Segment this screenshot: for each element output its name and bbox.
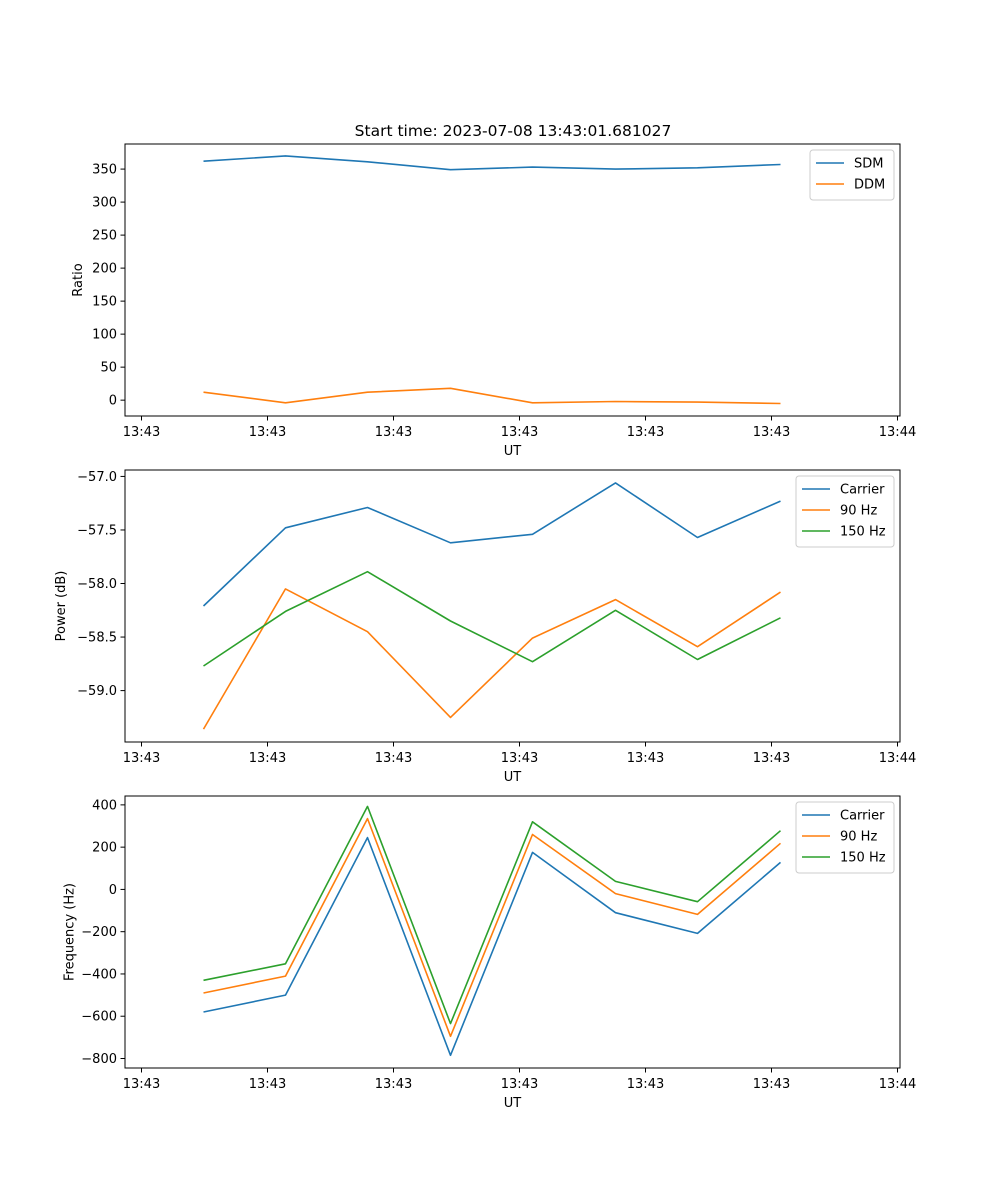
ratio-y-tick-label: 150 (92, 295, 117, 310)
power-legend-label: 90 Hz (840, 504, 877, 519)
frequency-y-tick-label: 0 (109, 883, 117, 898)
frequency-series-line-carrier (203, 836, 782, 1057)
power-x-tick-label: 13:43 (249, 751, 286, 766)
power-series-line-150-hz (203, 570, 781, 667)
frequency-legend: Carrier 90 Hz 150 Hz (795, 801, 895, 874)
frequency-y-tick-label: −200 (81, 925, 117, 940)
power-legend-label: 150 Hz (840, 525, 886, 540)
power-y-tick-label: −58.5 (77, 631, 117, 646)
power-series-line-90-hz (202, 588, 781, 730)
ratio-x-tick-label: 13:43 (753, 425, 790, 440)
ratio-x-tick-label: 13:43 (501, 425, 538, 440)
ratio-y-tick-label: 50 (100, 361, 117, 376)
ratio-legend: SDM DDM (809, 149, 895, 201)
frequency-axes-frame (124, 795, 901, 1069)
ratio-series-line-ddm (203, 387, 781, 405)
power-x-tick-label: 13:43 (627, 751, 664, 766)
frequency-x-tick-label: 13:43 (501, 1077, 538, 1092)
ratio-y-tick-label: 300 (92, 196, 117, 211)
frequency-x-tick-label: 13:44 (879, 1077, 916, 1092)
ratio-y-tick-label: 350 (92, 163, 117, 178)
power-x-tick-label: 13:43 (753, 751, 790, 766)
frequency-x-tick-label: 13:43 (627, 1077, 664, 1092)
power-x-tick-label: 13:44 (879, 751, 916, 766)
frequency-legend-label: 150 Hz (840, 851, 886, 866)
ratio-y-tick-label: 100 (92, 328, 117, 343)
ratio-axes-frame (124, 143, 901, 417)
frequency-series-line-150-hz (203, 805, 782, 1025)
ratio-x-tick-label: 13:44 (879, 425, 916, 440)
ratio-x-axis-label: UT (504, 444, 522, 459)
ratio-x-tick-label: 13:43 (375, 425, 412, 440)
power-legend-box (795, 475, 895, 548)
ratio-y-tick-label: 200 (92, 262, 117, 277)
power-y-tick-label: −58.0 (77, 577, 117, 592)
power-axes-frame (124, 469, 901, 743)
frequency-x-tick-label: 13:43 (123, 1077, 160, 1092)
frequency-y-tick-label: 400 (92, 798, 117, 813)
frequency-legend-box (795, 801, 895, 874)
power-y-axis-label: Power (dB) (54, 571, 69, 642)
frequency-y-tick-label: −400 (81, 967, 117, 982)
power-legend-label: Carrier (840, 483, 885, 498)
frequency-legend-label: Carrier (840, 809, 885, 824)
power-legend: Carrier 90 Hz 150 Hz (795, 475, 895, 548)
ratio-y-tick-label: 0 (109, 394, 117, 409)
power-y-tick-label: −57.0 (77, 470, 117, 485)
power-x-axis-label: UT (504, 770, 522, 785)
frequency-series-line-90-hz (203, 817, 782, 1038)
power-y-tick-label: −59.0 (77, 684, 117, 699)
ratio-legend-label: SDM (854, 157, 883, 172)
power-x-tick-label: 13:43 (501, 751, 538, 766)
frequency-x-tick-label: 13:43 (753, 1077, 790, 1092)
ratio-y-axis-label: Ratio (71, 263, 86, 296)
ratio-series-line-sdm (203, 155, 781, 171)
power-y-tick-label: −57.5 (77, 523, 117, 538)
power-series-line-carrier (202, 482, 781, 607)
frequency-y-axis-label: Frequency (Hz) (62, 883, 77, 981)
frequency-y-tick-label: −600 (81, 1010, 117, 1025)
frequency-x-tick-label: 13:43 (375, 1077, 412, 1092)
figure-title: Start time: 2023-07-08 13:43:01.681027 (355, 122, 672, 140)
ratio-x-tick-label: 13:43 (123, 425, 160, 440)
frequency-panel: 13:43 13:43 13:43 13:43 13:43 13:43 13:44 −800 −… (62, 795, 916, 1111)
power-x-tick-label: 13:43 (375, 751, 412, 766)
frequency-legend-label: 90 Hz (840, 830, 877, 845)
ratio-legend-label: DDM (854, 178, 885, 193)
power-panel: 13:43 13:43 13:43 13:43 13:43 13:43 13:44 −59.0… (54, 469, 916, 785)
power-x-tick-label: 13:43 (123, 751, 160, 766)
ratio-y-tick-label: 250 (92, 229, 117, 244)
frequency-y-tick-label: 200 (92, 841, 117, 856)
ratio-panel: 13:43 13:43 13:43 13:43 13:43 13:43 13:44 0 50 10… (71, 143, 916, 459)
frequency-y-tick-label: −800 (81, 1052, 117, 1067)
frequency-x-axis-label: UT (504, 1096, 522, 1111)
frequency-x-tick-label: 13:43 (249, 1077, 286, 1092)
ratio-x-tick-label: 13:43 (627, 425, 664, 440)
ratio-x-tick-label: 13:43 (249, 425, 286, 440)
